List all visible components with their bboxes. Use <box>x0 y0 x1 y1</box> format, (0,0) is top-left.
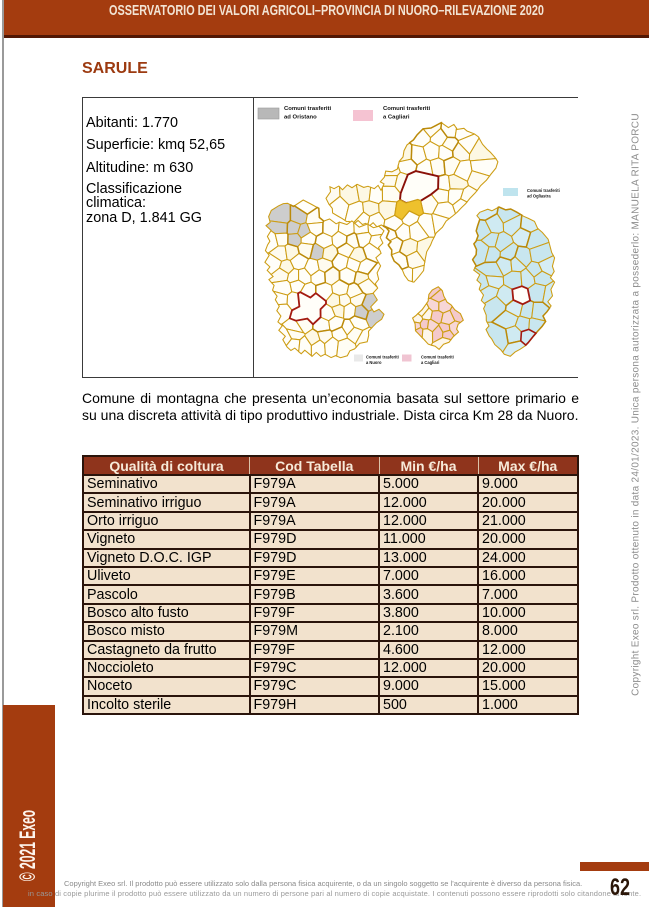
svg-text:Comuni trasferiti: Comuni trasferiti <box>421 355 454 360</box>
svg-text:Comuni trasferiti: Comuni trasferiti <box>284 106 331 112</box>
svg-text:Comuni trasferiti: Comuni trasferiti <box>383 106 430 112</box>
svg-text:a Cagliari: a Cagliari <box>383 115 410 121</box>
svg-text:a Nuoro: a Nuoro <box>366 360 382 365</box>
svg-text:a Cagliari: a Cagliari <box>421 360 439 365</box>
svg-text:ad Oristano: ad Oristano <box>284 115 317 121</box>
svg-text:Comuni trasferiti: Comuni trasferiti <box>366 355 399 360</box>
svg-text:Comuni trasferiti: Comuni trasferiti <box>527 188 560 193</box>
svg-text:ad Ogliastra: ad Ogliastra <box>527 194 551 199</box>
